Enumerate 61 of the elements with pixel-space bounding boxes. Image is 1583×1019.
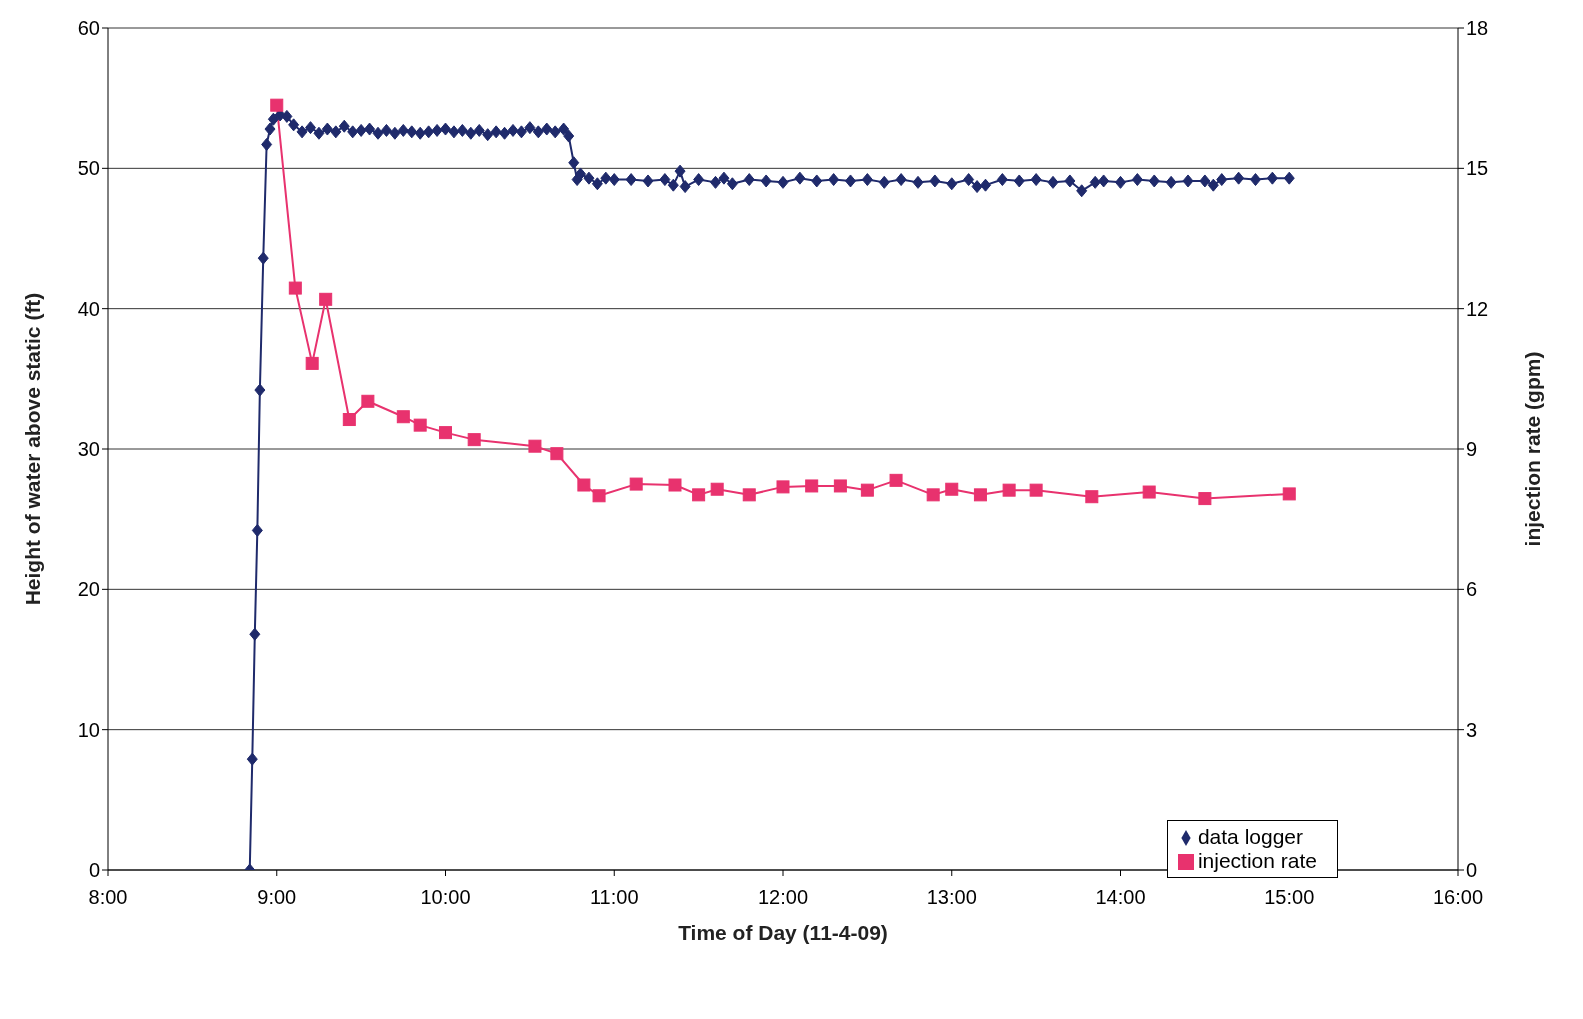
point xyxy=(805,479,819,493)
y-tick-label: 0 xyxy=(88,859,100,882)
point xyxy=(396,410,410,424)
point xyxy=(926,488,940,502)
legend-label: injection rate xyxy=(1197,849,1317,872)
y-tick-label: 40 xyxy=(77,297,100,320)
y-axis-title: Height of water above static (ft) xyxy=(21,292,45,606)
point xyxy=(1282,487,1296,501)
y-tick-label: 10 xyxy=(77,718,100,741)
point xyxy=(305,356,319,370)
x-tick-label: 9:00 xyxy=(257,886,297,909)
x-tick-label: 10:00 xyxy=(420,886,471,909)
point xyxy=(528,439,542,453)
point xyxy=(629,477,643,491)
y2-tick-label: 9 xyxy=(1466,438,1478,461)
point xyxy=(1198,492,1212,506)
point xyxy=(833,479,847,493)
y2-tick-label: 18 xyxy=(1466,17,1489,40)
x-tick-label: 15:00 xyxy=(1264,886,1315,909)
x-tick-label: 12:00 xyxy=(757,886,809,909)
y-tick-label: 60 xyxy=(77,17,100,40)
point xyxy=(361,394,375,408)
y2-tick-label: 6 xyxy=(1466,578,1478,601)
point xyxy=(1085,490,1099,504)
x-tick-label: 13:00 xyxy=(926,886,977,909)
point xyxy=(860,483,874,497)
point xyxy=(550,447,564,461)
point xyxy=(692,488,706,502)
y2-axis-title: injection rate (gpm) xyxy=(1521,351,1545,547)
y-tick-label: 50 xyxy=(77,157,100,180)
legend-label: data logger xyxy=(1197,825,1304,848)
point xyxy=(1142,485,1156,499)
y-tick-label: 30 xyxy=(77,438,100,461)
point xyxy=(413,418,427,432)
y2-tick-label: 15 xyxy=(1466,157,1489,180)
point xyxy=(592,489,606,503)
x-axis-title: Time of Day (11-4-09) xyxy=(678,921,888,944)
point xyxy=(776,480,790,494)
x-tick-label: 16:00 xyxy=(1432,886,1484,909)
x-tick-label: 14:00 xyxy=(1095,886,1146,909)
point xyxy=(342,413,356,427)
point xyxy=(319,292,333,306)
x-tick-label: 11:00 xyxy=(589,886,639,909)
point xyxy=(945,482,959,496)
point xyxy=(467,433,481,447)
point xyxy=(1029,483,1043,497)
y2-tick-label: 12 xyxy=(1466,297,1489,320)
y-tick-label: 20 xyxy=(77,578,100,601)
point xyxy=(742,488,756,502)
point xyxy=(1002,483,1016,497)
point xyxy=(288,281,302,295)
y2-tick-label: 0 xyxy=(1466,859,1478,882)
point xyxy=(270,98,284,112)
point xyxy=(668,478,682,492)
point xyxy=(577,478,591,492)
point xyxy=(710,482,724,496)
y2-tick-label: 3 xyxy=(1466,718,1478,741)
x-tick-label: 8:00 xyxy=(88,886,128,909)
point xyxy=(973,488,987,502)
point xyxy=(439,426,452,440)
point xyxy=(889,473,903,487)
